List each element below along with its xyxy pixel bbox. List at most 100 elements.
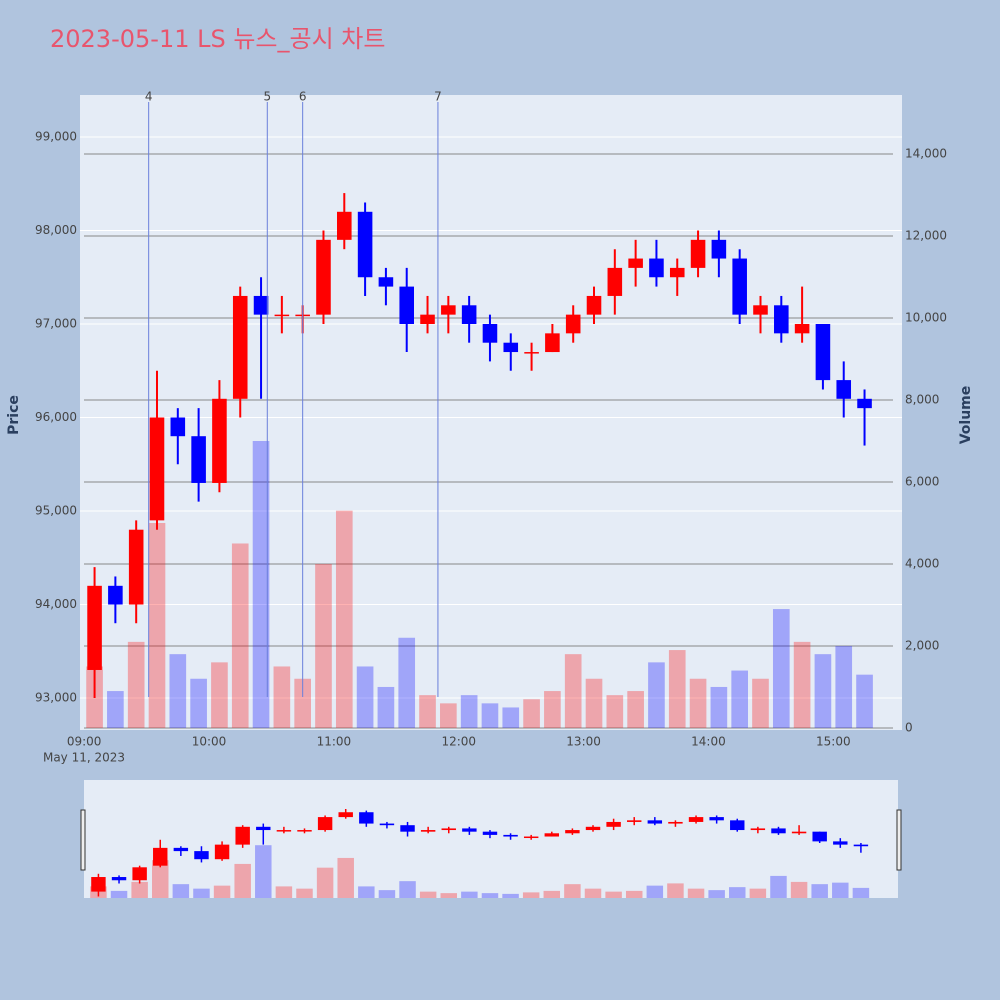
slider-candle-body: [750, 828, 766, 831]
x-tick-label: 13:00: [566, 735, 601, 749]
volume-bar: [814, 654, 832, 728]
slider-volume-bar: [378, 890, 396, 898]
slider-candle-body: [688, 817, 704, 822]
slider-candle-body: [812, 831, 827, 842]
slider-volume-bar: [255, 845, 272, 898]
slider-volume-bar: [522, 892, 540, 898]
candle-body: [87, 585, 102, 670]
slider-volume-bar: [296, 888, 313, 898]
volume-bar: [460, 695, 478, 728]
slider-candle-body: [565, 830, 580, 834]
candle-body: [545, 333, 560, 353]
slider-candle-body: [276, 830, 292, 832]
x-tick-label: 12:00: [441, 735, 476, 749]
slider-volume-bar: [625, 890, 643, 898]
volume-bar: [315, 563, 332, 728]
y2-tick-label: 12,000: [905, 229, 947, 243]
candle-body: [253, 295, 269, 315]
volume-bar: [273, 666, 291, 728]
volume-bar: [252, 440, 270, 728]
slider-candle-body: [462, 828, 477, 832]
candle-body: [857, 398, 872, 409]
slider-candle-body: [709, 817, 724, 821]
candle-body: [420, 314, 435, 324]
y2-tick-label: 6,000: [905, 474, 939, 488]
slider-candle-body: [132, 867, 147, 881]
slider-volume-bar: [564, 884, 581, 898]
annotation-label: 7: [434, 90, 442, 104]
volume-bar: [731, 670, 749, 728]
volume-bar: [419, 695, 436, 728]
slider-volume-bar: [131, 881, 148, 898]
slider-volume-bar: [729, 887, 746, 898]
y-tick-label: 98,000: [35, 223, 77, 237]
slider-volume-bar: [399, 881, 416, 898]
candle-body: [774, 305, 789, 334]
candle-body: [503, 342, 519, 353]
slider-candle-body: [668, 821, 683, 824]
volume-bar: [793, 641, 811, 728]
volume-bar: [627, 691, 644, 728]
slider-volume-bar: [584, 888, 602, 898]
candle-body: [357, 211, 373, 278]
slider-candle-body: [420, 830, 436, 832]
slider-candle-body: [482, 831, 498, 835]
slider-volume-bar: [708, 890, 725, 898]
volume-bar: [585, 678, 603, 728]
volume-bar: [648, 662, 665, 728]
slider-candle-body: [317, 817, 333, 831]
slider-handle[interactable]: [896, 809, 902, 871]
slider-volume-bar: [852, 887, 870, 898]
slider-candle-body: [523, 836, 539, 839]
slider-candle-body: [400, 825, 415, 832]
x-date-label: May 11, 2023: [43, 751, 125, 765]
candle-body: [524, 352, 539, 354]
candle-body: [316, 239, 331, 315]
slider-volume-bar: [832, 882, 849, 898]
volume-bar: [169, 654, 187, 728]
slider-volume-bar: [213, 885, 231, 898]
slider-volume-bar: [358, 886, 375, 898]
annotation-label: 4: [145, 90, 153, 104]
candle-body: [170, 417, 186, 437]
volume-bar: [689, 678, 707, 728]
candle-body: [191, 436, 206, 483]
candle-body: [586, 295, 602, 315]
slider-candle-body: [153, 847, 168, 866]
slider-volume-bar: [275, 886, 293, 898]
volume-bar: [564, 654, 582, 728]
candle-body: [482, 323, 498, 343]
volume-bar: [835, 645, 853, 728]
volume-bar: [668, 650, 686, 728]
slider-volume-bar: [152, 860, 169, 898]
range-slider[interactable]: [84, 780, 898, 898]
candle-body: [628, 258, 643, 268]
slider-candle-body: [606, 821, 621, 827]
slider-volume-bar: [234, 863, 251, 898]
candle-body: [794, 323, 810, 334]
slider-candle-body: [771, 828, 786, 834]
y2-tick-label: 0: [905, 720, 913, 734]
x-tick-label: 09:00: [67, 735, 102, 749]
slider-handle[interactable]: [80, 809, 86, 871]
y-tick-label: 97,000: [35, 316, 77, 330]
slider-volume-bar: [316, 867, 334, 898]
candle-body: [337, 211, 352, 240]
y-axis-title: Price: [6, 395, 22, 435]
slider-volume-bar: [172, 884, 190, 898]
y2-tick-label: 2,000: [905, 638, 939, 652]
slider-candle-body: [833, 841, 848, 845]
x-tick-label: 10:00: [192, 735, 227, 749]
y-tick-label: 95,000: [35, 504, 77, 518]
chart-title: 2023-05-11 LS 뉴스_공시 차트: [50, 25, 385, 53]
slider-volume-bar: [193, 888, 210, 898]
volume-bar: [544, 691, 561, 728]
slider-candle-body: [627, 820, 642, 822]
candle-body: [836, 380, 852, 399]
x-tick-label: 14:00: [691, 735, 726, 749]
slider-candle-body: [730, 820, 745, 831]
annotation-label: 5: [263, 90, 271, 104]
candle-body: [108, 585, 123, 605]
